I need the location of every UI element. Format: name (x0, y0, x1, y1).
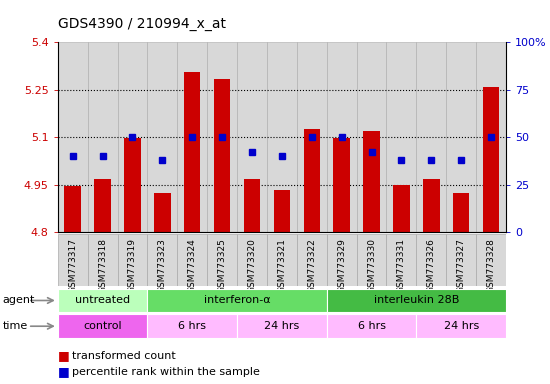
Text: time: time (3, 321, 28, 331)
Text: 24 hrs: 24 hrs (443, 321, 479, 331)
FancyBboxPatch shape (297, 234, 327, 286)
Text: interleukin 28B: interleukin 28B (373, 295, 459, 306)
Bar (124, 138, 141, 232)
FancyBboxPatch shape (267, 234, 297, 286)
Text: GDS4390 / 210994_x_at: GDS4390 / 210994_x_at (58, 17, 226, 31)
Text: GSM773326: GSM773326 (427, 238, 436, 293)
Bar (154, 193, 170, 232)
Bar (416, 42, 446, 232)
Bar (244, 179, 260, 232)
Bar (476, 42, 506, 232)
Bar (304, 129, 320, 232)
Text: GSM773328: GSM773328 (487, 238, 496, 293)
Text: GSM773329: GSM773329 (337, 238, 346, 293)
Bar (393, 185, 410, 232)
FancyBboxPatch shape (177, 234, 207, 286)
Bar (453, 193, 469, 232)
Text: untreated: untreated (75, 295, 130, 306)
FancyBboxPatch shape (356, 234, 387, 286)
FancyBboxPatch shape (476, 234, 506, 286)
FancyBboxPatch shape (446, 234, 476, 286)
Text: GSM773322: GSM773322 (307, 238, 316, 293)
Text: GSM773317: GSM773317 (68, 238, 77, 293)
Text: 6 hrs: 6 hrs (358, 321, 386, 331)
Bar (356, 42, 387, 232)
Bar (118, 42, 147, 232)
Bar (446, 42, 476, 232)
Bar (364, 131, 379, 232)
Text: percentile rank within the sample: percentile rank within the sample (72, 367, 260, 377)
Text: ■: ■ (58, 349, 69, 362)
Bar (177, 42, 207, 232)
FancyBboxPatch shape (416, 314, 506, 338)
Bar (387, 42, 416, 232)
FancyBboxPatch shape (147, 314, 237, 338)
Bar (184, 72, 200, 232)
Text: GSM773318: GSM773318 (98, 238, 107, 293)
FancyBboxPatch shape (327, 234, 356, 286)
FancyBboxPatch shape (327, 289, 506, 312)
Bar (58, 42, 87, 232)
Bar (267, 42, 297, 232)
Text: GSM773325: GSM773325 (218, 238, 227, 293)
Text: 6 hrs: 6 hrs (178, 321, 206, 331)
Bar (214, 79, 230, 232)
Text: ■: ■ (58, 365, 69, 378)
FancyBboxPatch shape (327, 314, 416, 338)
Text: GSM773331: GSM773331 (397, 238, 406, 293)
FancyBboxPatch shape (207, 234, 237, 286)
Bar (327, 42, 356, 232)
Bar (297, 42, 327, 232)
FancyBboxPatch shape (87, 234, 118, 286)
FancyBboxPatch shape (147, 234, 177, 286)
FancyBboxPatch shape (58, 289, 147, 312)
FancyBboxPatch shape (237, 314, 327, 338)
FancyBboxPatch shape (147, 289, 327, 312)
FancyBboxPatch shape (58, 234, 87, 286)
Bar (274, 190, 290, 232)
Text: GSM773327: GSM773327 (456, 238, 466, 293)
Text: GSM773330: GSM773330 (367, 238, 376, 293)
Text: transformed count: transformed count (72, 351, 175, 361)
Bar (207, 42, 237, 232)
FancyBboxPatch shape (416, 234, 446, 286)
FancyBboxPatch shape (237, 234, 267, 286)
Bar (237, 42, 267, 232)
Text: 24 hrs: 24 hrs (264, 321, 300, 331)
Text: GSM773324: GSM773324 (188, 238, 197, 293)
Bar (64, 186, 81, 232)
FancyBboxPatch shape (387, 234, 416, 286)
Text: control: control (83, 321, 122, 331)
FancyBboxPatch shape (118, 234, 147, 286)
Bar (95, 179, 111, 232)
Text: GSM773321: GSM773321 (277, 238, 287, 293)
Bar (423, 179, 439, 232)
Text: interferon-α: interferon-α (204, 295, 271, 306)
FancyBboxPatch shape (58, 314, 147, 338)
Text: GSM773320: GSM773320 (248, 238, 256, 293)
Text: GSM773323: GSM773323 (158, 238, 167, 293)
Bar (147, 42, 177, 232)
Bar (87, 42, 118, 232)
Text: agent: agent (3, 295, 35, 305)
Bar (483, 87, 499, 232)
Text: GSM773319: GSM773319 (128, 238, 137, 293)
Bar (333, 138, 350, 232)
